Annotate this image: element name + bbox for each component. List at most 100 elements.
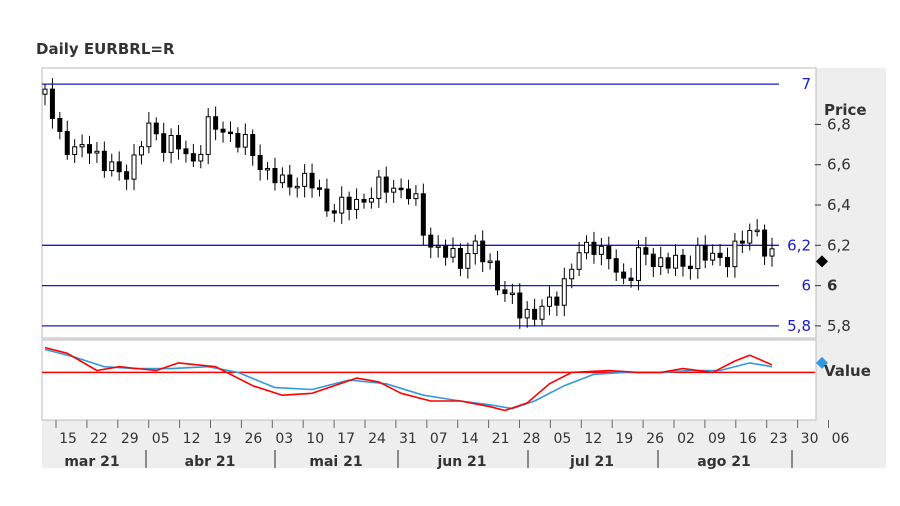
- candle: [420, 183, 426, 245]
- price-tick-label: 5,8: [827, 317, 851, 335]
- candle: [465, 242, 471, 279]
- candle: [457, 243, 463, 277]
- hline-label: 7: [801, 75, 811, 93]
- hline-label: 6: [801, 277, 811, 295]
- x-tick-label: 30: [801, 431, 819, 447]
- candle: [227, 121, 233, 142]
- x-tick-label: 07: [430, 431, 448, 447]
- candle: [213, 106, 219, 141]
- month-label: mar 21: [64, 454, 119, 470]
- candle: [509, 283, 515, 305]
- candle: [747, 223, 753, 251]
- candle: [265, 162, 271, 180]
- candle: [242, 123, 248, 156]
- candle: [294, 177, 300, 198]
- month-label: abr 21: [185, 454, 236, 470]
- candle: [480, 230, 486, 272]
- candle: [732, 232, 738, 278]
- candle: [598, 238, 604, 266]
- candle: [309, 163, 315, 198]
- candle: [702, 235, 708, 268]
- candle: [198, 145, 204, 169]
- candle: [138, 140, 144, 165]
- candle: [220, 121, 226, 143]
- candle: [250, 129, 256, 166]
- candle: [495, 250, 501, 296]
- candle: [428, 227, 434, 259]
- indicator-axis-label: Value: [824, 362, 871, 380]
- candle: [576, 241, 582, 276]
- candle: [443, 239, 449, 266]
- candle: [235, 127, 241, 153]
- candle: [769, 237, 775, 267]
- x-tick-label: 02: [677, 431, 695, 447]
- price-axis-label: Price: [824, 101, 867, 119]
- candle: [391, 179, 397, 203]
- candle: [287, 164, 293, 196]
- x-tick-label: 12: [183, 431, 201, 447]
- candle: [739, 230, 745, 253]
- candle: [628, 267, 634, 288]
- candle: [316, 179, 322, 197]
- candle: [42, 84, 48, 106]
- price-panel: [41, 67, 817, 339]
- candle: [49, 78, 55, 129]
- x-tick-label: 19: [615, 431, 633, 447]
- candle: [109, 153, 115, 177]
- candle: [183, 140, 189, 163]
- x-tick-label: 31: [399, 431, 417, 447]
- price-tick-label: 6: [827, 277, 837, 295]
- candle: [606, 236, 612, 270]
- candle: [57, 112, 63, 140]
- candle: [754, 219, 760, 237]
- candle: [398, 178, 404, 199]
- x-tick-label: 03: [275, 431, 293, 447]
- x-tick-label: 16: [739, 431, 757, 447]
- candle: [146, 112, 152, 154]
- chart-title: Daily EURBRL=R: [36, 40, 175, 58]
- candle: [502, 280, 508, 302]
- candle: [324, 178, 330, 217]
- candle: [554, 291, 560, 316]
- x-tick-label: 24: [368, 431, 386, 447]
- candle: [584, 235, 590, 260]
- candle: [257, 144, 263, 181]
- candle: [658, 246, 664, 275]
- candle: [376, 169, 382, 208]
- candle: [383, 166, 389, 204]
- candle: [331, 203, 337, 223]
- candle: [354, 188, 360, 219]
- candle: [650, 247, 656, 278]
- candle: [524, 301, 530, 328]
- candle: [435, 235, 441, 258]
- candle: [762, 224, 768, 265]
- x-tick-label: 06: [832, 431, 850, 447]
- month-label: jul 21: [569, 454, 614, 470]
- candle: [176, 125, 182, 160]
- candle: [591, 231, 597, 264]
- x-tick-label: 17: [337, 431, 355, 447]
- x-tick-label: 10: [306, 431, 324, 447]
- candle: [539, 299, 545, 326]
- last-price-marker: [816, 255, 828, 268]
- candle: [302, 164, 308, 198]
- candle: [665, 252, 671, 274]
- x-tick-label: 12: [584, 431, 602, 447]
- candle: [569, 263, 575, 289]
- candle: [116, 151, 122, 181]
- candle: [643, 236, 649, 266]
- candle: [613, 249, 619, 282]
- month-label: ago 21: [697, 454, 750, 470]
- candle: [72, 139, 78, 163]
- candle: [680, 248, 686, 277]
- candle: [190, 143, 196, 167]
- x-tick-label: 21: [492, 431, 510, 447]
- candle: [532, 298, 538, 327]
- price-tick-label: 6,2: [827, 236, 851, 254]
- candle: [561, 267, 567, 317]
- hline-label: 5,8: [787, 317, 811, 335]
- candle: [205, 107, 211, 165]
- candle: [406, 179, 411, 205]
- x-tick-label: 05: [553, 431, 571, 447]
